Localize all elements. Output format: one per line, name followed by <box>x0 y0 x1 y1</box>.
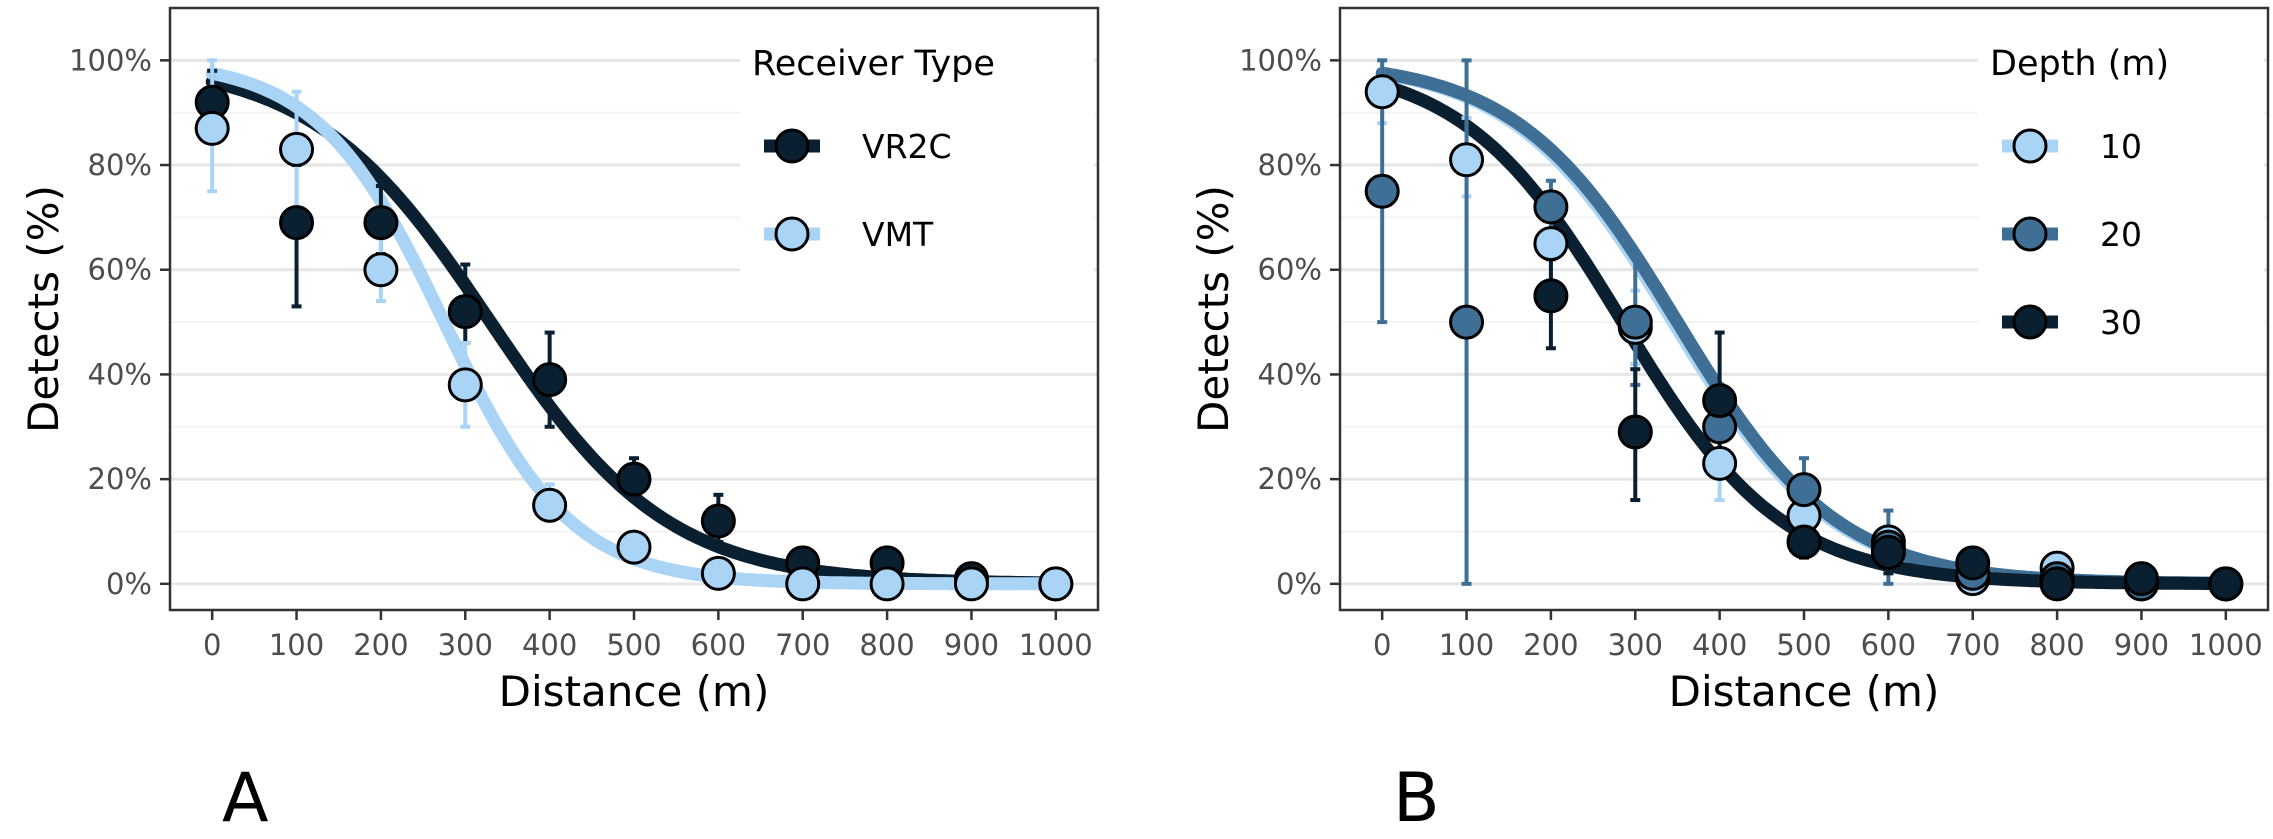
y-tick-label: 80% <box>1258 148 1322 182</box>
data-point <box>616 529 652 565</box>
y-tick-label: 80% <box>88 148 152 182</box>
points-vmt <box>194 110 1074 602</box>
y-tick-label: 0% <box>1276 567 1322 601</box>
chart-panel-b: 0% 20% 40% 60% 80% 100% 0 100 200 300 400 500 600 700… <box>1189 6 2270 716</box>
x-tick-label: 0 <box>1373 628 1391 662</box>
data-point <box>1533 189 1569 225</box>
data-point <box>616 461 652 497</box>
x-tick-label: 400 <box>522 628 577 662</box>
legend-title: Receiver Type <box>752 44 995 84</box>
data-point <box>2039 566 2075 602</box>
x-tick-label: 900 <box>944 628 999 662</box>
legend-label-30: 30 <box>2100 303 2142 342</box>
data-point <box>1786 524 1822 560</box>
y-axis-title: Detects (%) <box>1189 185 1238 433</box>
legend-key-point <box>774 128 810 164</box>
data-point <box>1870 534 1906 570</box>
data-point <box>2208 566 2244 602</box>
data-point <box>1533 278 1569 314</box>
panel-letter-a: A <box>222 759 269 838</box>
legend-label-vmt: VMT <box>862 215 934 254</box>
data-point <box>1364 173 1400 209</box>
data-point <box>279 205 315 241</box>
legend-key-point <box>774 216 810 252</box>
x-tick-label: 1000 <box>2189 628 2263 662</box>
panel-letter-b: B <box>1393 759 1440 838</box>
x-tick-label: 0 <box>203 628 221 662</box>
data-point <box>953 566 989 602</box>
x-tick-label: 100 <box>269 628 324 662</box>
y-axis-title: Detects (%) <box>19 185 68 433</box>
y-tick-label: 0% <box>106 567 152 601</box>
data-point <box>700 555 736 591</box>
x-tick-label: 800 <box>859 628 914 662</box>
y-tick-label: 60% <box>88 253 152 287</box>
data-point <box>700 503 736 539</box>
data-point <box>1786 472 1822 508</box>
y-tick-label: 20% <box>88 462 152 496</box>
x-tick-label: 200 <box>1523 628 1578 662</box>
x-tick-label: 300 <box>1608 628 1663 662</box>
data-point <box>1449 142 1485 178</box>
y-tick-label: 100% <box>1239 43 1322 77</box>
data-point <box>1449 304 1485 340</box>
legend-key-point <box>2012 216 2048 252</box>
x-tick-label: 800 <box>2029 628 2084 662</box>
data-point <box>2123 561 2159 597</box>
y-tick-label: 20% <box>1258 462 1322 496</box>
y-tick-label: 40% <box>88 357 152 391</box>
points-30 <box>1533 278 2244 602</box>
x-tick-label: 1000 <box>1019 628 1093 662</box>
x-axis-title: Distance (m) <box>499 667 770 716</box>
x-tick-label: 300 <box>438 628 493 662</box>
data-point <box>194 110 230 146</box>
legend-key-point <box>2012 128 2048 164</box>
legend-label-20: 20 <box>2100 215 2142 254</box>
data-point <box>532 362 568 398</box>
data-point <box>447 294 483 330</box>
chart-panel-a: 0% 20% 40% 60% 80% 100% 0 100 200 300 400 500 600 700… <box>19 6 1100 716</box>
legend-label-vr2c: VR2C <box>862 127 952 166</box>
data-point <box>1364 74 1400 110</box>
data-point <box>532 487 568 523</box>
x-tick-label: 400 <box>1692 628 1747 662</box>
data-point <box>1617 414 1653 450</box>
data-point <box>363 205 399 241</box>
legend-title: Depth (m) <box>1990 44 2169 84</box>
y-tick-label: 60% <box>1258 253 1322 287</box>
y-tick-label: 40% <box>1258 357 1322 391</box>
x-tick-label: 200 <box>353 628 408 662</box>
data-point <box>869 566 905 602</box>
data-point <box>1617 304 1653 340</box>
x-tick-label: 700 <box>775 628 830 662</box>
x-tick-label: 100 <box>1439 628 1494 662</box>
data-point <box>279 131 315 167</box>
x-tick-label: 500 <box>606 628 661 662</box>
x-tick-label: 600 <box>1861 628 1916 662</box>
data-point <box>1702 445 1738 481</box>
data-point <box>1955 545 1991 581</box>
x-axis-title: Distance (m) <box>1669 667 1940 716</box>
x-tick-label: 500 <box>1776 628 1831 662</box>
legend-label-10: 10 <box>2100 127 2142 166</box>
data-point <box>1702 383 1738 419</box>
data-point <box>1038 566 1074 602</box>
data-point <box>785 566 821 602</box>
y-tick-label: 100% <box>69 43 152 77</box>
legend-key-point <box>2012 304 2048 340</box>
x-tick-label: 900 <box>2114 628 2169 662</box>
data-point <box>1533 226 1569 262</box>
data-point <box>363 252 399 288</box>
data-point <box>447 367 483 403</box>
x-tick-label: 600 <box>691 628 746 662</box>
x-tick-label: 700 <box>1945 628 2000 662</box>
